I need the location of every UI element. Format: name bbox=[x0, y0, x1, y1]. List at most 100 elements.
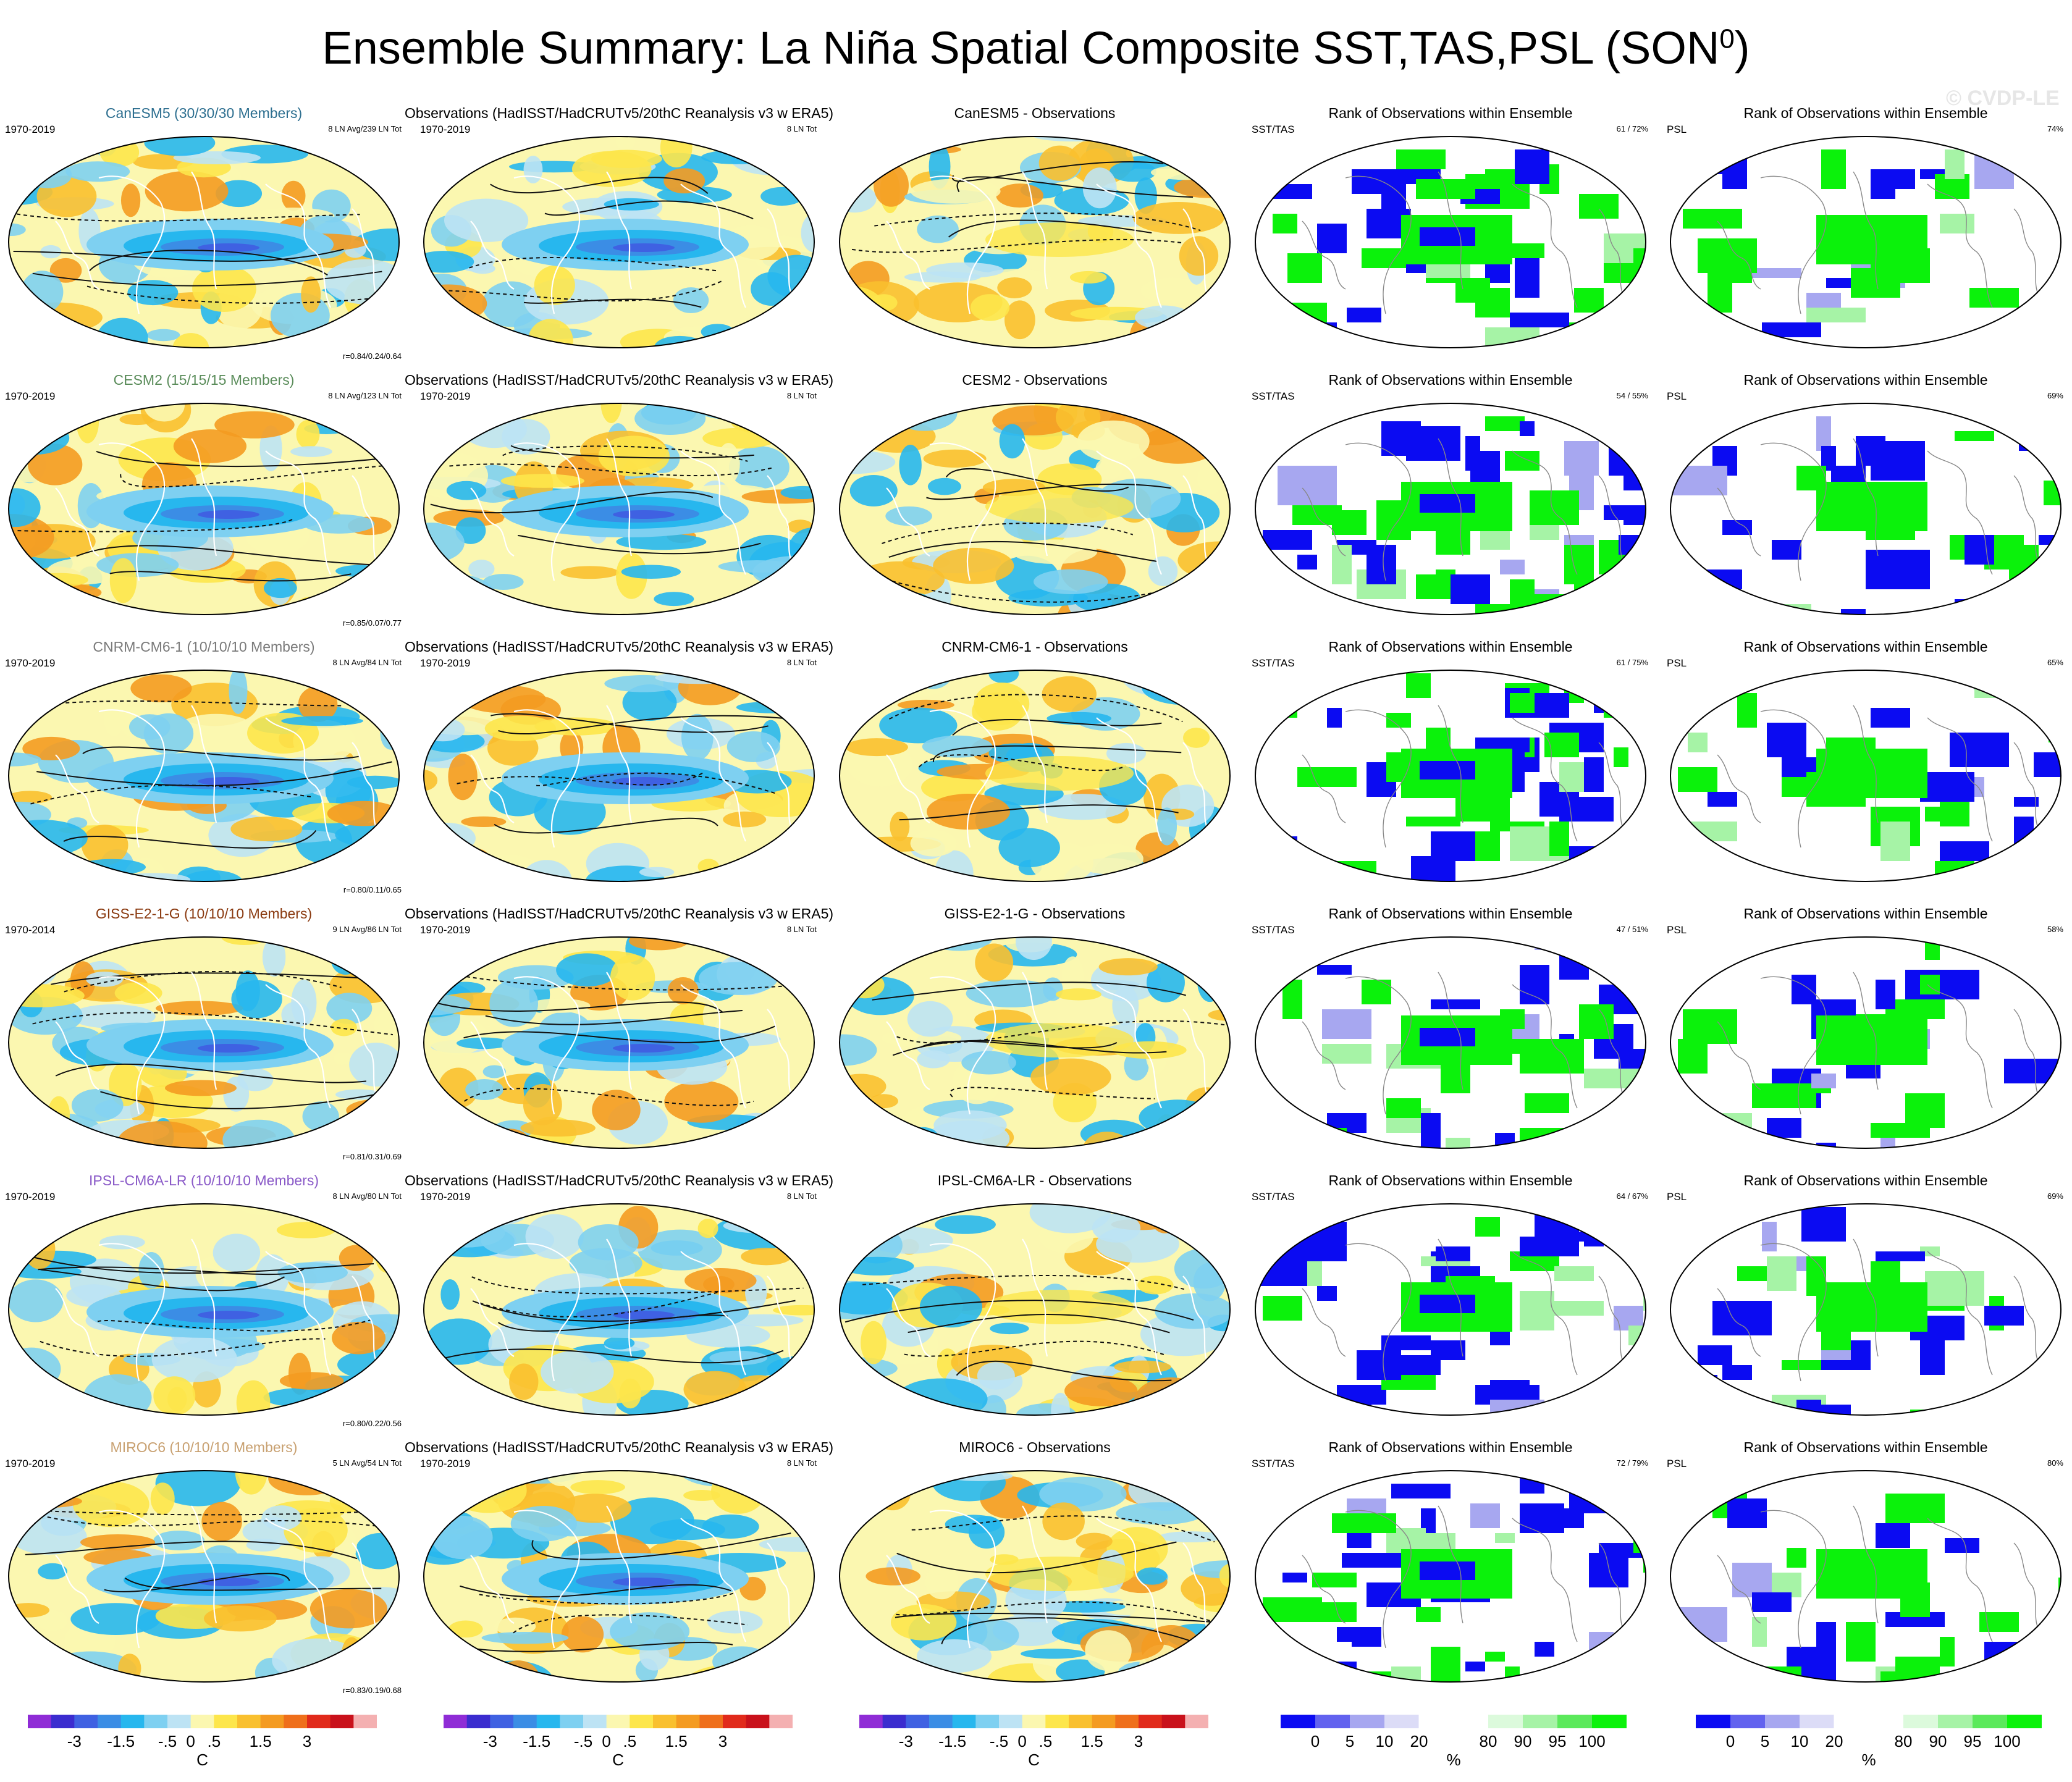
colorbar-swatch bbox=[51, 1715, 75, 1728]
colorbar-swatch bbox=[1765, 1715, 1800, 1728]
colorbar-swatch bbox=[1069, 1715, 1093, 1728]
colorbar-unit: C bbox=[612, 1750, 624, 1769]
map-outline bbox=[423, 1203, 815, 1416]
map-outline bbox=[7, 403, 400, 615]
pattern-correlation: r=0.80/0.22/0.56 bbox=[342, 1419, 402, 1428]
colorbar-tick-label: 100 bbox=[1578, 1732, 1606, 1750]
panel-subtitle-left: 1970-2019 bbox=[420, 1191, 471, 1203]
colorbar-swatch bbox=[653, 1715, 677, 1728]
colorbar-tick-label: 20 bbox=[1410, 1732, 1428, 1750]
panel-subtitle-right: 69% bbox=[2047, 1192, 2063, 1201]
map-field bbox=[1255, 137, 1646, 348]
map-outline bbox=[7, 936, 400, 1149]
map-outline bbox=[423, 136, 815, 348]
colorbar-tick-label: 90 bbox=[1929, 1732, 1947, 1750]
colorbar-tick-label: 20 bbox=[1825, 1732, 1843, 1750]
panel-title: MIROC6 (10/10/10 Members) bbox=[110, 1439, 298, 1455]
panel-subtitle-left: 1970-2014 bbox=[5, 924, 56, 936]
panel-subtitle-left: PSL bbox=[1667, 657, 1687, 669]
robinson-map bbox=[7, 936, 400, 1149]
panel-title: Rank of Observations within Ensemble bbox=[1743, 105, 1988, 121]
colorbar-swatch bbox=[1161, 1715, 1186, 1728]
title-close: ) bbox=[1734, 22, 1750, 74]
colorbar-swatch bbox=[214, 1715, 238, 1728]
colorbar-swatch bbox=[882, 1715, 906, 1728]
title-superscript: 0 bbox=[1719, 23, 1735, 54]
panel-title: CanESM5 - Observations bbox=[954, 105, 1116, 121]
map-outline bbox=[7, 136, 400, 348]
rank-colorbar: 0 5 10 20 80 90 95 100% bbox=[1281, 1713, 1627, 1775]
colorbar-swatch bbox=[1730, 1715, 1766, 1728]
panel-subtitle-right: 72 / 79% bbox=[1616, 1458, 1648, 1468]
map-outline bbox=[1669, 670, 2062, 882]
colorbar-tick-label: -.5 bbox=[989, 1732, 1009, 1750]
colorbar-swatch bbox=[466, 1715, 491, 1728]
colorbar-tick-label: 0 bbox=[602, 1732, 611, 1750]
robinson-map bbox=[7, 1203, 400, 1416]
colorbar-unit: % bbox=[1861, 1750, 1876, 1769]
difference-panel: CESM2 - Observations bbox=[831, 371, 1239, 637]
colorbar-swatch bbox=[260, 1715, 284, 1728]
colorbar-tick-label: -.5 bbox=[158, 1732, 177, 1750]
map-field bbox=[840, 403, 1230, 615]
map-outline bbox=[1669, 1470, 2062, 1683]
panel-title: Rank of Observations within Ensemble bbox=[1328, 372, 1573, 388]
map-outline bbox=[1669, 136, 2062, 348]
colorbar-swatches bbox=[28, 1715, 377, 1728]
map-field bbox=[840, 670, 1230, 881]
robinson-map bbox=[838, 136, 1231, 348]
rank-sst-tas-panel: Rank of Observations within Ensemble SST/… bbox=[1247, 1438, 1654, 1705]
rank-sst-tas-panel: Rank of Observations within Ensemble SST/… bbox=[1247, 637, 1654, 904]
colorbar-tick-label: 0 bbox=[186, 1732, 195, 1750]
panel-subtitle-right: 8 LN Avg/84 LN Tot bbox=[332, 658, 402, 667]
panel-subtitle-right: 65% bbox=[2047, 658, 2063, 667]
colorbar-tick-label: 80 bbox=[1479, 1732, 1497, 1750]
panel-subtitle-left: 1970-2019 bbox=[420, 124, 471, 135]
rank-psl-panel: Rank of Observations within Ensemble PSL 6… bbox=[1662, 371, 2070, 637]
map-field bbox=[1670, 137, 2061, 348]
map-outline bbox=[1669, 936, 2062, 1149]
rank-psl-panel: Rank of Observations within Ensemble PSL 6… bbox=[1662, 637, 2070, 904]
robinson-map bbox=[1669, 403, 2062, 615]
panel-subtitle-right: 61 / 72% bbox=[1616, 124, 1648, 133]
pattern-correlation: r=0.80/0.11/0.65 bbox=[343, 885, 402, 894]
panel-subtitle-right: 64 / 67% bbox=[1616, 1192, 1648, 1201]
map-field bbox=[424, 937, 814, 1148]
colorbar-tick-label: 95 bbox=[1548, 1732, 1567, 1750]
robinson-map bbox=[7, 403, 400, 615]
colorbar-swatch bbox=[120, 1715, 145, 1728]
colorbar-swatch bbox=[2007, 1715, 2042, 1728]
colorbar-swatch bbox=[190, 1715, 214, 1728]
colorbar-unit: C bbox=[1028, 1750, 1040, 1769]
robinson-map bbox=[423, 403, 815, 615]
colorbar-tick-label: 0 bbox=[1017, 1732, 1027, 1750]
panel-subtitle-right: 9 LN Avg/86 LN Tot bbox=[332, 925, 402, 934]
robinson-map bbox=[1669, 1203, 2062, 1416]
panel-title: Rank of Observations within Ensemble bbox=[1328, 1439, 1573, 1455]
model-composite-panel: CanESM5 (30/30/30 Members) 1970-2019 8 LN … bbox=[0, 104, 408, 371]
colorbar-swatches bbox=[859, 1715, 1208, 1728]
map-outline bbox=[1254, 403, 1647, 615]
colorbar-swatch bbox=[1092, 1715, 1116, 1728]
panel-subtitle-left: 1970-2019 bbox=[5, 390, 56, 402]
panel-subtitle-right: 8 LN Avg/239 LN Tot bbox=[328, 124, 402, 133]
panel-subtitle-right: 8 LN Tot bbox=[786, 124, 817, 133]
panel-subtitle-right: 69% bbox=[2047, 391, 2063, 400]
observations-composite-panel: Observations (HadISST/HadCRUTv5/20thC Re… bbox=[405, 371, 833, 637]
colorbar-tick-label: 3 bbox=[718, 1732, 728, 1750]
colorbar-swatch bbox=[560, 1715, 584, 1728]
colorbar-swatch bbox=[746, 1715, 770, 1728]
rank-psl-panel: Rank of Observations within Ensemble PSL 8… bbox=[1662, 1438, 2070, 1705]
colorbar-swatch bbox=[144, 1715, 168, 1728]
panel-subtitle-left: SST/TAS bbox=[1252, 1458, 1295, 1469]
map-field bbox=[9, 403, 399, 615]
map-field bbox=[424, 1471, 814, 1682]
colorbar-swatch bbox=[630, 1715, 654, 1728]
panel-title: Rank of Observations within Ensemble bbox=[1743, 1172, 1988, 1188]
colorbar-unit: C bbox=[196, 1750, 208, 1769]
colorbar-swatch bbox=[676, 1715, 700, 1728]
map-field bbox=[1670, 937, 2061, 1148]
colorbar-tick-label: .5 bbox=[623, 1732, 637, 1750]
colorbar-swatch bbox=[906, 1715, 930, 1728]
colorbar-swatch bbox=[999, 1715, 1023, 1728]
